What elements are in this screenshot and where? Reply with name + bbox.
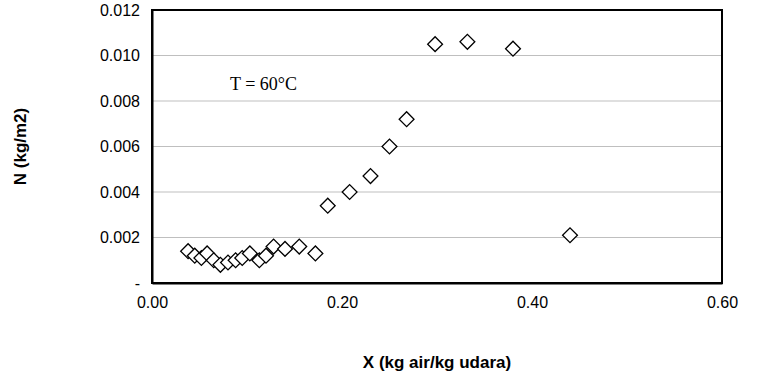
points (181, 34, 578, 272)
y-axis: - 0.002 0.004 0.006 0.008 0.010 0.012 (100, 2, 153, 292)
y-tick-label: 0.010 (100, 47, 140, 64)
x-tick: 0.60 (707, 283, 738, 311)
point (399, 112, 414, 127)
point (308, 246, 323, 261)
x-tick: 0.20 (327, 283, 358, 311)
point (278, 241, 293, 256)
x-axis-title: X (kg air/kg udara) (363, 353, 511, 372)
grid-line (152, 237, 722, 238)
plot-frame (152, 10, 722, 283)
x-tick-label: 0.20 (327, 294, 358, 311)
point (428, 37, 443, 52)
x-tick-label: 0.40 (517, 294, 548, 311)
point (320, 198, 335, 213)
y-tick: 0.004 (100, 184, 152, 201)
chart: 0.00 0.20 0.40 0.60 - 0.002 0.004 0.006 0.008 0.0… (0, 0, 760, 382)
x-tick-label: 0.00 (137, 294, 168, 311)
point (382, 139, 397, 154)
y-tick: 0.006 (100, 138, 152, 155)
y-tick: 0.002 (100, 229, 152, 246)
grid-line (152, 101, 722, 102)
annotation: T = 60°C (230, 74, 297, 94)
y-tick-label: 0.006 (100, 138, 140, 155)
y-tick: 0.008 (100, 93, 152, 110)
y-tick-label: - (135, 275, 140, 292)
y-tick-label: 0.012 (100, 2, 140, 19)
point (563, 228, 578, 243)
point (506, 41, 521, 56)
y-tick-label: 0.008 (100, 93, 140, 110)
x-axis: 0.00 0.20 0.40 0.60 (137, 283, 738, 311)
y-tick: 0.012 (100, 2, 152, 19)
point (460, 34, 475, 49)
y-tick-label: 0.002 (100, 229, 140, 246)
x-tick: 0.00 (137, 283, 168, 311)
grid-line (152, 146, 722, 147)
y-tick: 0.010 (100, 47, 152, 64)
x-tick: 0.40 (517, 283, 548, 311)
plot: 0.00 0.20 0.40 0.60 - 0.002 0.004 0.006 0.008 0.0… (100, 2, 738, 312)
point (266, 239, 281, 254)
y-axis-title: N (kg/m2) (11, 108, 30, 185)
point (363, 169, 378, 184)
grid-line (152, 55, 722, 56)
point (292, 239, 307, 254)
y-tick-label: 0.004 (100, 184, 140, 201)
x-tick-label: 0.60 (707, 294, 738, 311)
y-tick: - (135, 275, 152, 292)
grid-line (152, 192, 722, 193)
point (342, 185, 357, 200)
grid (152, 10, 722, 283)
